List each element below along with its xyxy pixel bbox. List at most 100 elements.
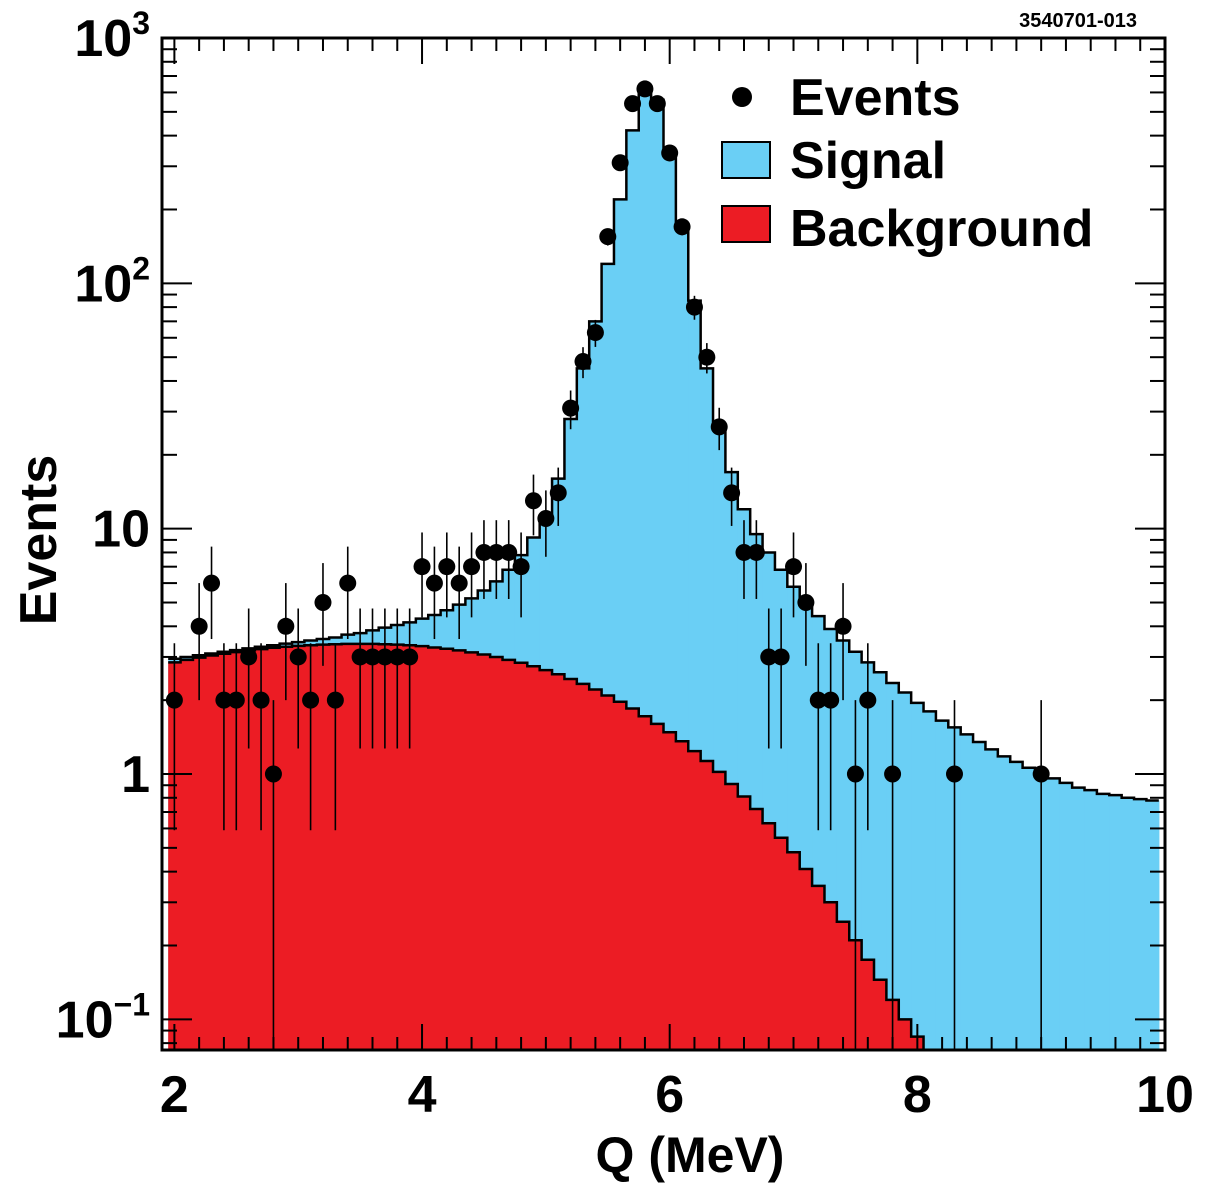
background-bin <box>440 648 454 1050</box>
background-bin <box>391 644 405 1050</box>
figure-id-label: 3540701-013 <box>1019 10 1137 32</box>
signal-bin <box>1010 761 1024 1050</box>
event-point <box>388 648 406 666</box>
signal-bin <box>1134 799 1148 1050</box>
background-bin <box>304 645 318 1050</box>
background-bin <box>725 784 739 1050</box>
event-point <box>797 594 815 612</box>
background-outline <box>168 642 1159 1050</box>
event-point <box>624 95 642 113</box>
event-point <box>289 648 307 666</box>
signal-bin <box>985 749 999 1050</box>
background-bin <box>564 678 578 1050</box>
event-point <box>710 418 728 436</box>
background-bin <box>465 652 479 1050</box>
event-point <box>500 543 518 561</box>
event-point <box>326 691 344 709</box>
signal-outline <box>168 91 1159 802</box>
event-point <box>723 484 741 502</box>
event-point <box>240 648 258 666</box>
y-tick-label: 103 <box>74 5 150 68</box>
background-bin <box>638 716 652 1050</box>
y-tick-label: 10−1 <box>56 986 150 1049</box>
signal-bin <box>898 692 912 1050</box>
event-point <box>1032 765 1050 783</box>
background-bin <box>675 741 689 1050</box>
event-point <box>413 558 431 576</box>
background-bin <box>428 647 442 1050</box>
event-point <box>537 510 555 528</box>
signal-bin <box>1109 795 1123 1050</box>
event-point <box>463 558 481 576</box>
signal-bin <box>1022 767 1036 1050</box>
background-bin <box>874 979 887 1050</box>
background-bin <box>688 751 702 1050</box>
background-bin <box>898 1019 912 1050</box>
signal-bin <box>960 734 974 1050</box>
histogram-areas <box>168 91 1160 1050</box>
event-point <box>190 617 208 635</box>
signal-bin <box>1096 793 1110 1050</box>
event-point <box>438 558 456 576</box>
background-bin <box>527 666 541 1050</box>
event-point <box>487 543 505 561</box>
legend-background-swatch <box>721 205 771 243</box>
background-bin <box>329 644 343 1050</box>
x-axis-ticks: 2 4 6 8 10 <box>160 38 1194 1124</box>
background-bin <box>613 701 627 1050</box>
background-bin <box>713 771 727 1050</box>
event-point <box>648 95 666 113</box>
event-point <box>673 218 691 236</box>
x-tick-label: 6 <box>655 1066 684 1124</box>
signal-bin <box>997 756 1011 1050</box>
signal-bin <box>935 720 949 1050</box>
signal-bin <box>1072 787 1086 1050</box>
event-point <box>685 298 703 316</box>
y-tick-label: 1 <box>121 746 150 804</box>
event-point <box>203 574 221 592</box>
x-tick-label: 2 <box>160 1066 189 1124</box>
background-bin <box>836 921 850 1050</box>
background-bin <box>589 689 603 1050</box>
background-bin <box>762 823 776 1050</box>
event-point <box>636 80 654 98</box>
background-bin <box>366 643 380 1050</box>
background-bin <box>230 652 244 1050</box>
event-point <box>277 617 295 635</box>
background-bin <box>490 656 504 1050</box>
event-point <box>760 648 778 666</box>
event-point <box>401 648 419 666</box>
legend-signal-label: Signal <box>790 132 946 190</box>
plot-border <box>160 36 1167 1052</box>
legend-signal-swatch <box>721 141 771 179</box>
x-tick-label: 4 <box>408 1066 437 1124</box>
background-bin <box>539 670 553 1050</box>
y-axis-ticks: 10−1 1 10 102 103 <box>56 5 1165 1049</box>
background-bin <box>799 869 813 1050</box>
event-point <box>846 765 864 783</box>
signal-bin <box>973 742 987 1050</box>
signal-bin <box>874 672 887 1050</box>
signal-bin <box>1084 790 1098 1050</box>
event-point <box>785 558 803 576</box>
event-point <box>524 492 542 510</box>
background-bin <box>514 662 528 1050</box>
event-point <box>599 228 617 246</box>
event-point <box>772 648 790 666</box>
x-tick-label: 8 <box>903 1066 932 1124</box>
event-point <box>425 574 443 592</box>
background-bin <box>824 902 838 1050</box>
x-tick-label: 10 <box>1136 1066 1194 1124</box>
event-point <box>747 543 765 561</box>
background-bin <box>403 645 417 1050</box>
background-bin <box>316 644 330 1050</box>
background-bin <box>254 649 268 1050</box>
event-point <box>661 144 679 162</box>
signal-bin <box>1059 782 1073 1050</box>
background-bin <box>787 852 801 1050</box>
background-bin <box>292 645 306 1050</box>
event-point <box>302 691 320 709</box>
signal-bin <box>1121 797 1135 1050</box>
background-bin <box>812 885 826 1050</box>
background-bin <box>180 659 194 1050</box>
